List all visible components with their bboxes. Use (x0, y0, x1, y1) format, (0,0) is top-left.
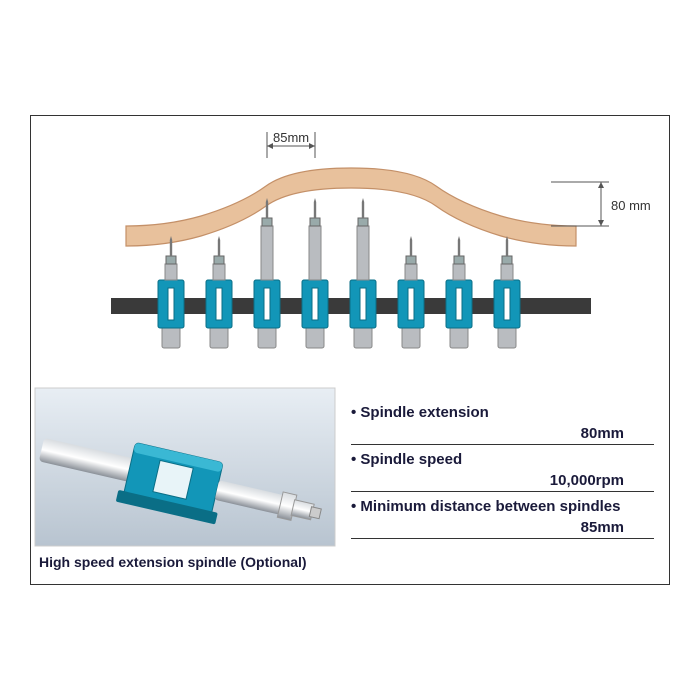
specs-list: Spindle extension 80mm Spindle speed 10,000… (341, 384, 669, 584)
spec-label: Minimum distance between spindles (351, 498, 654, 515)
spec-label: Spindle extension (351, 404, 654, 421)
spec-row: Spindle speed 10,000rpm (351, 451, 654, 492)
frame: 85mm 80 mm High speed extension spindle … (30, 115, 670, 585)
spec-value: 10,000rpm (351, 470, 654, 492)
dimension-width-label: 85mm (273, 130, 309, 145)
spec-row: Spindle extension 80mm (351, 404, 654, 445)
spec-row: Minimum distance between spindles 85mm (351, 498, 654, 539)
spec-label: Spindle speed (351, 451, 654, 468)
spindle-diagram: 85mm 80 mm (31, 126, 669, 386)
spindle-photo: High speed extension spindle (Optional) (31, 384, 341, 574)
bottom-area: High speed extension spindle (Optional) … (31, 384, 669, 584)
photo-caption: High speed extension spindle (Optional) (39, 554, 307, 570)
spec-value: 85mm (351, 517, 654, 539)
dimension-height-label: 80 mm (611, 198, 651, 213)
diagram-svg (31, 126, 671, 386)
photo-svg (31, 384, 341, 574)
spec-value: 80mm (351, 423, 654, 445)
